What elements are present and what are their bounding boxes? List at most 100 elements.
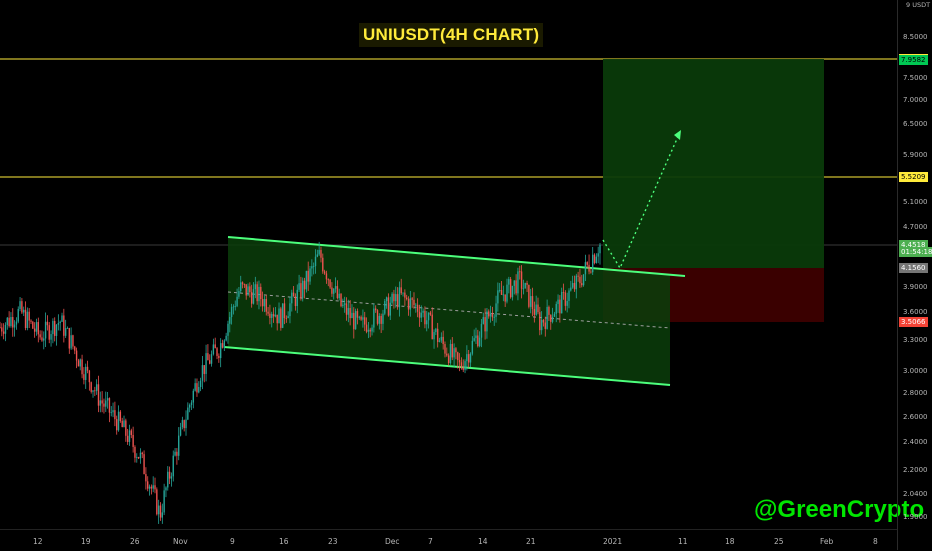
candle-body [508, 279, 510, 285]
candle-body [218, 355, 220, 359]
candle-body [238, 291, 240, 297]
candle-body [526, 282, 528, 285]
time-axis[interactable] [0, 529, 897, 551]
candle-body [117, 411, 120, 431]
price-tick: 2.6000 [903, 413, 928, 421]
candle-body [179, 427, 182, 436]
candle-body [535, 304, 537, 315]
candle-body [230, 307, 233, 318]
candle-body [203, 365, 205, 374]
candle-body [198, 387, 200, 393]
candle-body [409, 298, 412, 310]
candle-body [478, 337, 481, 347]
candle-body [278, 308, 280, 324]
candle-body [466, 354, 468, 362]
candle-body [289, 303, 291, 317]
candle-body [194, 383, 196, 391]
candle-body [210, 354, 213, 364]
candle-body [548, 306, 550, 315]
candle-body [271, 314, 273, 318]
channel-fill [228, 237, 670, 385]
candle-body [92, 390, 94, 392]
candle-body [192, 390, 195, 403]
candle-body [340, 293, 342, 307]
candle-body [477, 335, 479, 347]
candle-body [59, 321, 61, 324]
candle-body [433, 332, 435, 340]
candle-body [229, 317, 231, 324]
time-tick: Nov [173, 537, 188, 546]
candle-body [513, 280, 515, 286]
candle-body [254, 284, 257, 290]
candle-body [161, 512, 164, 518]
candle-body [367, 329, 370, 332]
candle-body [566, 300, 568, 306]
candle-body [108, 398, 111, 413]
candle-body [529, 296, 532, 307]
price-axis[interactable] [897, 0, 932, 550]
candle-body [157, 505, 160, 515]
candle-body [81, 359, 83, 375]
candle-body [219, 343, 222, 359]
candle-body [66, 328, 69, 329]
candle-body [571, 282, 574, 288]
candle-body [449, 343, 452, 364]
candle-body [190, 402, 193, 405]
candle-body [205, 353, 207, 374]
candle-body [119, 411, 122, 421]
candle-body [438, 340, 441, 342]
candle-body [404, 292, 406, 298]
candle-body [33, 328, 36, 332]
price-tick: 7.5000 [903, 74, 928, 82]
candle-body [320, 250, 322, 258]
candle-body [276, 314, 278, 324]
candle-body [540, 319, 543, 331]
candle-body [17, 308, 19, 322]
candle-body [415, 304, 417, 306]
candle-body [506, 284, 508, 302]
candle-body [442, 336, 444, 345]
candle-body [517, 271, 519, 294]
candle-body [250, 292, 253, 304]
candle-body [473, 338, 475, 341]
candle-body [128, 430, 131, 442]
candle-body [221, 343, 224, 348]
candle-body [475, 335, 477, 339]
candle-body [329, 279, 331, 288]
candle-body [0, 327, 1, 329]
candle-body [522, 288, 525, 290]
price-tick: 6.5000 [903, 120, 928, 128]
candle-body [267, 311, 269, 314]
candle-body [187, 407, 189, 420]
candle-body [380, 315, 382, 324]
candle-body [183, 420, 185, 429]
candle-body [533, 308, 536, 315]
candle-body [500, 290, 503, 295]
candle-body [557, 299, 559, 304]
target-zone [603, 59, 824, 268]
candle-body [488, 311, 490, 317]
candle-body [241, 282, 244, 285]
time-tick: 8 [873, 537, 878, 546]
candle-body [353, 312, 355, 330]
price-label: 5.5209 [899, 172, 928, 182]
candle-body [223, 340, 226, 348]
candle-body [285, 317, 288, 319]
candle-body [300, 283, 302, 298]
candle-body [245, 284, 247, 296]
price-label: 3.5066 [899, 317, 928, 327]
chart-title: UNIUSDT(4H CHART) [359, 23, 544, 47]
candle-body [26, 311, 29, 329]
price-tick: 2.0400 [903, 490, 928, 498]
candle-body [232, 306, 235, 308]
candle-body [447, 355, 450, 364]
candle-body [581, 283, 583, 286]
candle-body [338, 293, 340, 299]
candle-body [181, 420, 184, 428]
candle-body [334, 286, 337, 289]
candle-body [440, 336, 443, 341]
candle-body [426, 320, 428, 325]
candle-body [170, 476, 173, 479]
candle-body [274, 314, 277, 317]
